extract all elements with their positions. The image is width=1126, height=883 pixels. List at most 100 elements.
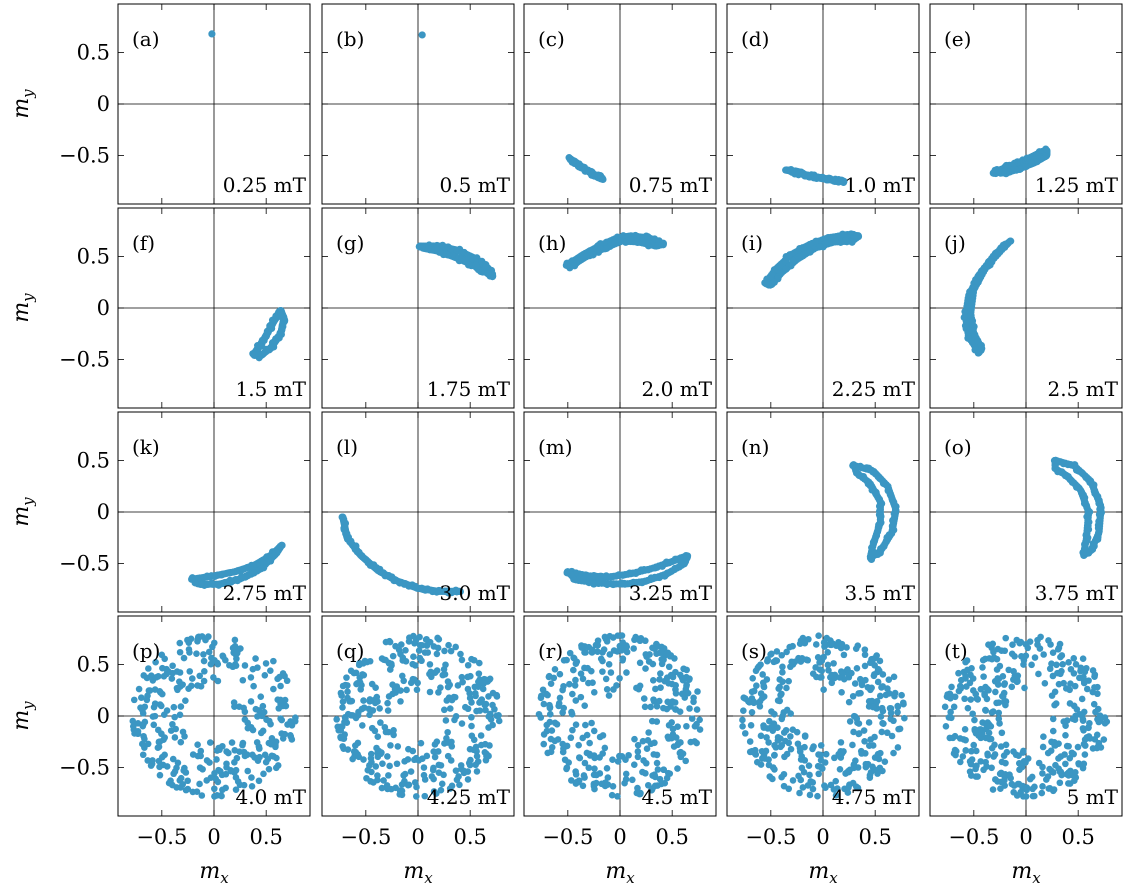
data-point — [420, 764, 428, 771]
data-point — [169, 669, 176, 677]
data-point — [616, 674, 623, 682]
field-label: 2.5 mT — [1048, 377, 1119, 401]
panel-label: (g) — [336, 231, 364, 255]
data-point — [636, 659, 644, 667]
x-tick-label: 0 — [613, 825, 626, 849]
data-point — [682, 685, 690, 693]
panel-label: (h) — [538, 231, 567, 255]
data-point — [464, 673, 471, 681]
data-point — [640, 757, 647, 764]
data-point — [155, 743, 163, 751]
data-point — [983, 695, 991, 703]
data-point — [262, 758, 270, 766]
data-point — [240, 704, 248, 712]
data-point — [1046, 665, 1054, 673]
data-point — [870, 671, 878, 678]
data-point — [634, 753, 642, 761]
data-point — [217, 768, 224, 775]
data-point — [696, 716, 703, 724]
data-point — [205, 648, 213, 656]
data-point — [657, 670, 664, 677]
panel-label: (m) — [538, 435, 573, 459]
data-point — [487, 716, 495, 723]
data-point — [576, 754, 584, 762]
data-point — [194, 741, 201, 749]
y-tick-label: 0 — [97, 92, 110, 116]
data-point — [1078, 469, 1086, 477]
data-point — [1051, 742, 1058, 749]
panel-label: (a) — [132, 27, 160, 51]
data-point — [1095, 499, 1103, 508]
data-point — [430, 643, 438, 650]
data-point — [265, 765, 273, 773]
data-point — [948, 683, 955, 691]
data-point — [782, 265, 790, 273]
data-point — [214, 778, 222, 786]
data-point — [174, 759, 182, 767]
data-point — [277, 696, 284, 704]
data-point — [137, 704, 144, 712]
data-point — [602, 675, 610, 683]
x-tick-label: 0 — [411, 825, 424, 849]
data-point — [482, 706, 489, 714]
data-point — [551, 719, 559, 727]
data-point — [586, 739, 593, 747]
data-point — [466, 694, 474, 702]
data-point — [1056, 779, 1064, 787]
data-point — [1079, 655, 1087, 663]
data-point — [744, 697, 752, 705]
data-point — [686, 705, 693, 712]
data-point — [443, 697, 451, 704]
data-point — [853, 715, 861, 723]
data-point — [956, 758, 964, 766]
data-point — [486, 742, 493, 749]
data-point — [1081, 668, 1089, 676]
data-point — [249, 726, 257, 734]
data-point — [546, 701, 553, 709]
field-label: 2.0 mT — [642, 377, 713, 401]
field-label: 5 mT — [1067, 785, 1119, 809]
data-point — [644, 566, 652, 574]
markers — [941, 633, 1111, 800]
data-point — [401, 758, 408, 765]
data-point — [861, 646, 869, 653]
panel-label: (r) — [538, 639, 563, 663]
x-tick-label: 0 — [1019, 825, 1032, 849]
data-point — [853, 664, 861, 672]
data-point — [1044, 773, 1052, 780]
y-tick-label: 0.5 — [77, 448, 110, 472]
data-point — [648, 717, 656, 725]
data-point — [653, 759, 661, 767]
data-point — [444, 739, 452, 746]
data-point — [832, 792, 840, 799]
data-point — [187, 635, 195, 643]
data-point — [600, 646, 608, 653]
data-point — [440, 771, 447, 779]
data-point — [581, 702, 589, 709]
data-point — [806, 771, 813, 779]
data-point — [1018, 653, 1025, 660]
data-point — [665, 559, 673, 567]
data-point — [901, 714, 908, 722]
data-point — [130, 696, 138, 704]
data-point — [437, 786, 445, 794]
x-tick-label: 0.5 — [655, 825, 688, 849]
data-point — [765, 739, 772, 746]
data-point — [222, 770, 230, 778]
data-point — [653, 640, 660, 648]
data-point — [998, 729, 1006, 737]
data-point — [778, 773, 785, 781]
data-point — [231, 746, 239, 754]
data-point — [783, 706, 791, 714]
data-point — [173, 684, 181, 692]
markers — [989, 145, 1051, 178]
data-point — [197, 747, 205, 755]
data-point — [169, 720, 176, 728]
data-point — [968, 290, 976, 298]
data-point — [989, 169, 997, 177]
data-point — [437, 684, 444, 691]
data-point — [682, 757, 689, 765]
data-point — [543, 721, 551, 729]
data-point — [979, 664, 986, 671]
data-point — [1094, 716, 1101, 723]
